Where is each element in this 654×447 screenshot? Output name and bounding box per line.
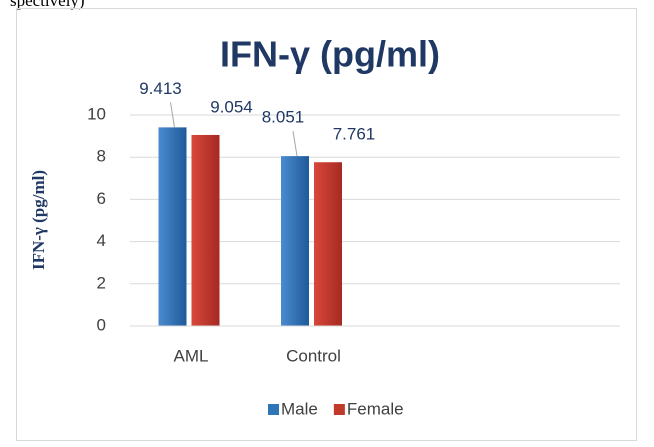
chart-title: IFN-γ (pg/ml) (220, 34, 440, 75)
leader-line (170, 102, 175, 128)
y-tick-label: 4 (97, 231, 106, 250)
y-tick-label: 0 (97, 315, 106, 334)
legend-label: Female (347, 399, 404, 418)
y-tick-label: 10 (87, 104, 106, 123)
legend-label: Male (281, 399, 318, 418)
data-label: 9.413 (139, 79, 182, 98)
chart-frame (16, 8, 637, 441)
data-label: 9.054 (210, 97, 253, 116)
y-tick-label: 2 (97, 273, 106, 292)
leader-line (292, 131, 298, 157)
y-axis-label: IFN-γ (pg/ml) (29, 170, 48, 270)
y-tick-label: 8 (97, 147, 106, 166)
legend-swatch (268, 404, 279, 415)
x-tick-label: Control (286, 346, 341, 365)
legend-swatch (333, 404, 345, 415)
caption-fragment: spectively) (10, 0, 85, 10)
data-label: 7.761 (333, 125, 376, 144)
bar (314, 162, 342, 326)
x-tick-label: AML (174, 346, 209, 365)
bar (281, 156, 309, 326)
y-tick-label: 6 (97, 189, 106, 208)
bar (158, 127, 187, 326)
bar (191, 134, 220, 326)
data-label: 8.051 (262, 108, 305, 127)
